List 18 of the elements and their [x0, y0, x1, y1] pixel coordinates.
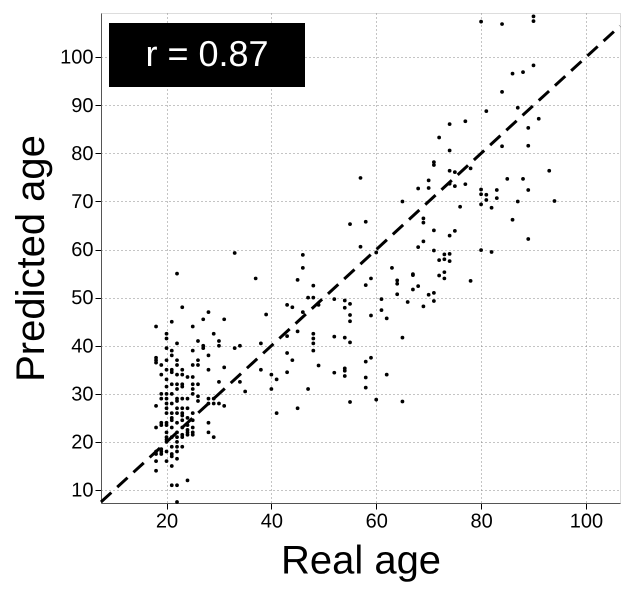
- y-tick-label: 20: [71, 431, 94, 454]
- x-tick-label: 100: [570, 510, 604, 532]
- y-tick-label: 70: [71, 191, 94, 213]
- annotation: r = 0.87: [145, 33, 269, 74]
- y-tick-label: 60: [71, 239, 94, 262]
- x-tick-label: 40: [260, 510, 284, 532]
- y-tick-label: 90: [71, 94, 94, 117]
- x-tick-label: 20: [156, 510, 178, 532]
- y-tick-label: 30: [71, 383, 94, 406]
- y-axis-title: Predicted age: [9, 135, 54, 382]
- y-tick-label: 40: [71, 335, 94, 358]
- x-tick-label: 80: [470, 510, 493, 532]
- y-tick-label: 50: [71, 287, 94, 310]
- y-tick-label: 100: [60, 46, 94, 69]
- y-tick-label: 80: [71, 142, 94, 165]
- y-tick-label: 10: [71, 480, 94, 502]
- x-tick-label: 60: [366, 510, 388, 532]
- x-axis-title: Real age: [280, 538, 442, 582]
